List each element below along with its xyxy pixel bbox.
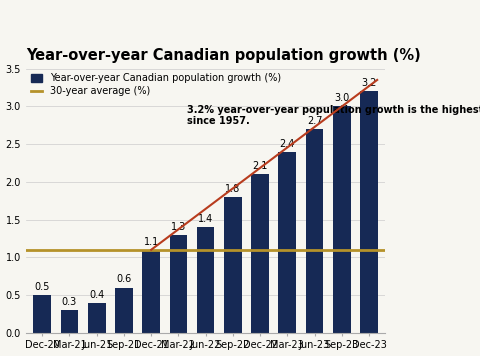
Bar xyxy=(196,227,214,333)
Bar xyxy=(332,106,350,333)
Text: 2.1: 2.1 xyxy=(252,161,267,171)
Text: 1.4: 1.4 xyxy=(198,214,213,224)
Text: 2.4: 2.4 xyxy=(279,138,294,148)
Bar xyxy=(60,310,78,333)
Bar xyxy=(224,197,241,333)
Bar xyxy=(169,235,187,333)
Text: 3.2: 3.2 xyxy=(360,78,376,88)
Text: 1.8: 1.8 xyxy=(225,184,240,194)
Text: 1.1: 1.1 xyxy=(143,237,158,247)
Text: 0.5: 0.5 xyxy=(35,282,50,292)
Bar xyxy=(360,91,377,333)
Text: 0.6: 0.6 xyxy=(116,274,132,284)
Text: 1.3: 1.3 xyxy=(170,222,186,232)
Bar xyxy=(142,250,160,333)
Text: 3.0: 3.0 xyxy=(334,93,348,103)
Bar xyxy=(305,129,323,333)
Text: Year-over-year Canadian population growth (%): Year-over-year Canadian population growt… xyxy=(26,48,420,63)
Text: 3.2% year-over-year population growth is the highest
since 1957.: 3.2% year-over-year population growth is… xyxy=(186,105,480,126)
Text: 0.3: 0.3 xyxy=(62,297,77,307)
Bar xyxy=(278,152,296,333)
Bar xyxy=(88,303,105,333)
Legend: Year-over-year Canadian population growth (%), 30-year average (%): Year-over-year Canadian population growt… xyxy=(31,73,281,96)
Text: 2.7: 2.7 xyxy=(306,116,322,126)
Bar xyxy=(115,288,132,333)
Bar xyxy=(33,295,51,333)
Text: 0.4: 0.4 xyxy=(89,289,104,300)
Bar xyxy=(251,174,268,333)
